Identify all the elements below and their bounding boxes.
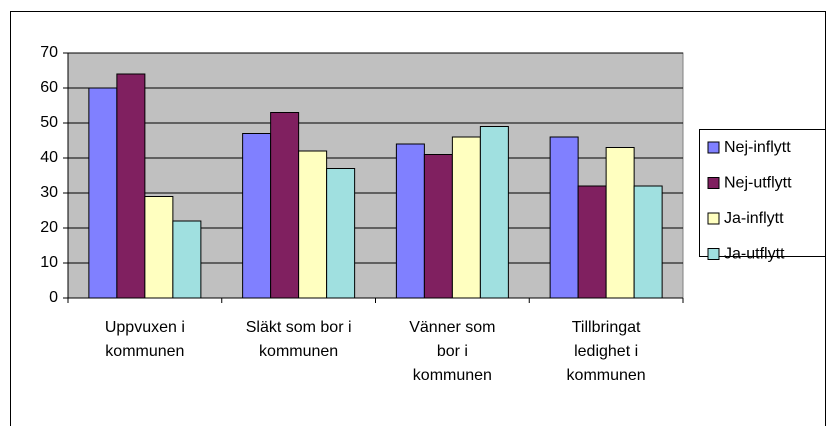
bar (423, 154, 453, 299)
bar (395, 143, 425, 299)
y-tick-label: 40 (40, 149, 58, 166)
bar (298, 150, 328, 299)
bar (605, 147, 635, 299)
bar (577, 185, 607, 299)
bar (270, 112, 300, 299)
bar (172, 220, 202, 299)
bar (326, 168, 356, 299)
bar (116, 73, 146, 299)
y-tick-label: 0 (49, 289, 58, 306)
bar (479, 126, 509, 299)
legend-label: Nej-utflytt (724, 175, 792, 192)
y-tick-label: 50 (40, 114, 58, 131)
legend-label: Nej-inflytt (724, 139, 791, 156)
x-tick-label: Uppvuxen i kommunen (104, 319, 185, 360)
bar (242, 133, 272, 299)
y-tick-label: 70 (40, 44, 58, 61)
legend-swatch (707, 212, 720, 225)
x-tick-label: Vänner som bor i kommunen (409, 319, 496, 384)
y-tick-label: 20 (40, 219, 58, 236)
bar (549, 136, 579, 299)
y-tick-label: 30 (40, 184, 58, 201)
bar (633, 185, 663, 299)
legend-swatch (707, 248, 720, 260)
x-tick-label: Släkt som bor i kommunen (245, 319, 352, 360)
legend-box (699, 129, 826, 257)
y-tick-label: 60 (40, 79, 58, 96)
bar (144, 196, 174, 299)
legend-label: Ja-inflytt (724, 210, 784, 227)
y-tick-label: 10 (40, 254, 58, 271)
x-tick-label: Tillbringat ledighet i kommunen (566, 319, 646, 384)
bar (88, 87, 118, 299)
legend-swatch (707, 141, 720, 154)
legend-swatch (707, 177, 720, 189)
bar (451, 136, 481, 299)
legend-label: Ja-utflytt (724, 246, 785, 263)
